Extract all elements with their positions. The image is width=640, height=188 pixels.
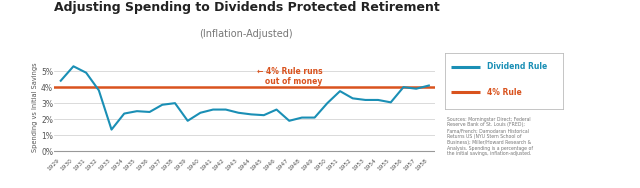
Text: 4% Rule: 4% Rule — [488, 88, 522, 97]
Text: Dividend Rule: Dividend Rule — [488, 62, 548, 71]
Text: ← 4% Rule runs
   out of money: ← 4% Rule runs out of money — [257, 67, 323, 86]
Y-axis label: Spending vs Initial Savings: Spending vs Initial Savings — [32, 62, 38, 152]
Text: (Inflation-Adjusted): (Inflation-Adjusted) — [200, 29, 293, 39]
Text: Adjusting Spending to Dividends Protected Retirement: Adjusting Spending to Dividends Protecte… — [54, 1, 439, 14]
Text: Sources: Morningstar Direct; Federal
Reserve Bank of St. Louis (FRED);
Fama/Fren: Sources: Morningstar Direct; Federal Res… — [447, 117, 532, 156]
